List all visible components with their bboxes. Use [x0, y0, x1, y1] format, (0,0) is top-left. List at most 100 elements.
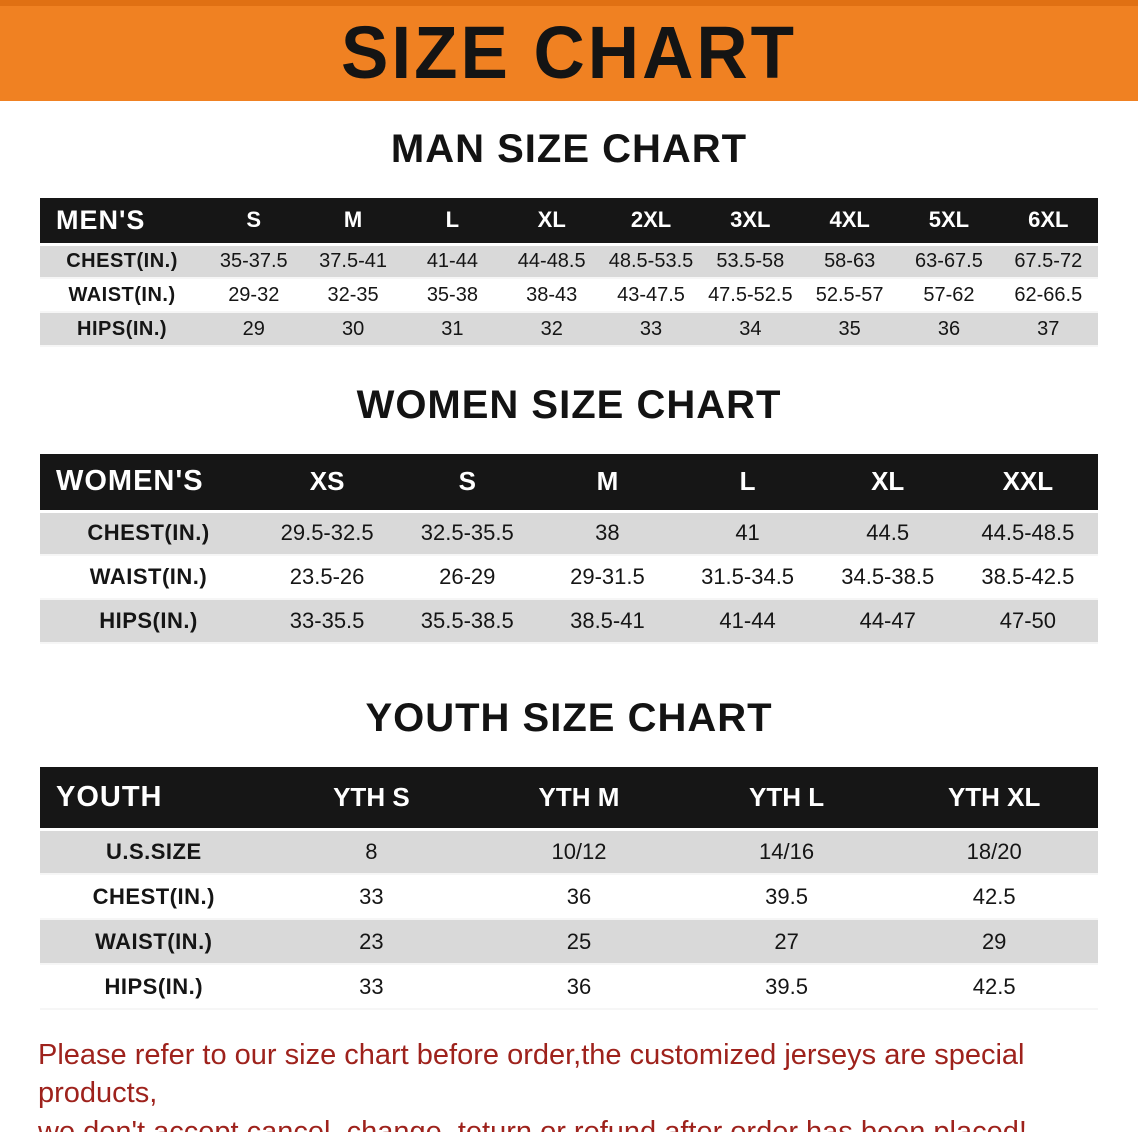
size-column-header: XL: [871, 466, 905, 497]
disclaimer-line-2: we don't accept cancel, change, teturn o…: [38, 1115, 1027, 1132]
measurement-row-label: WAIST(IN.): [95, 928, 213, 954]
measurement-row-label: U.S.SIZE: [105, 838, 202, 864]
measurement-row: CHEST(IN.) 33 36 39.5 42.5: [40, 874, 1098, 919]
page-title: SIZE CHART: [341, 12, 797, 95]
size-column-header: S: [458, 466, 476, 497]
measurement-value: 32: [540, 317, 563, 340]
measurement-value: 33: [639, 317, 663, 340]
measurement-value: 32.5-35.5: [420, 520, 514, 546]
measurement-value: 33-35.5: [289, 608, 365, 633]
measurement-value: 44-47: [859, 608, 916, 633]
measurement-row: CHEST(IN.) 35-37.5 37.5-41 41-44 44-48.5 48.5…: [40, 244, 1098, 278]
table-corner-label: WOMEN'S: [56, 465, 204, 498]
women-table-wrap: WOMEN'S XS S M L XL XXL CHEST(IN.) 29.5-32.5 32.5…: [0, 428, 1138, 644]
size-column-header: 3XL: [730, 207, 771, 233]
size-column-header: 2XL: [630, 207, 672, 233]
men-size-table: MEN'S S M L XL 2XL 3XL 4XL 5XL 6XL CHEST(IN.) 35-37…: [40, 198, 1098, 347]
measurement-value: 42.5: [972, 973, 1016, 999]
size-column-header: YTH L: [749, 781, 825, 812]
measurement-value: 29-31.5: [570, 564, 645, 589]
measurement-row-label: WAIST(IN.): [68, 283, 176, 306]
size-column-header: L: [739, 466, 756, 497]
men-size-chart-section: MAN SIZE CHART MEN'S S M L XL 2XL 3XL 4XL 5XL 6XL…: [0, 101, 1138, 347]
table-corner-label: YOUTH: [56, 780, 163, 813]
measurement-value: 31.5-34.5: [701, 564, 795, 589]
disclaimer-line-1: Please refer to our size chart before or…: [38, 1039, 1025, 1110]
measurement-value: 29: [981, 928, 1007, 954]
measurement-row: WAIST(IN.) 23.5-26 26-29 29-31.5 31.5-34.5 34…: [40, 555, 1098, 599]
measurement-value: 34.5-38.5: [841, 564, 935, 589]
measurement-value: 47-50: [999, 608, 1057, 633]
measurement-value: 57-62: [923, 283, 975, 306]
measurement-value: 33: [359, 883, 384, 909]
measurement-row-label: CHEST(IN.): [87, 520, 210, 546]
table-header-row: YOUTH YTH S YTH M YTH L YTH XL: [40, 767, 1098, 829]
measurement-value: 18/20: [966, 838, 1022, 864]
measurement-value: 38.5-41: [570, 608, 645, 633]
size-column-header: M: [343, 207, 363, 233]
size-column-header: YTH M: [538, 781, 620, 812]
measurement-value: 63-67.5: [915, 249, 983, 272]
measurement-value: 53.5-58: [716, 249, 785, 272]
measurement-value: 29.5-32.5: [280, 520, 374, 546]
measurement-value: 23: [359, 928, 384, 954]
measurement-value: 52.5-57: [815, 283, 884, 306]
measurement-row: U.S.SIZE 8 10/12 14/16 18/20: [40, 829, 1098, 874]
measurement-value: 30: [341, 317, 365, 340]
measurement-value: 36: [566, 973, 592, 999]
measurement-value: 33: [359, 973, 384, 999]
measurement-value: 35-38: [426, 283, 478, 306]
measurement-value: 27: [774, 928, 799, 954]
measurement-value: 25: [566, 928, 592, 954]
measurement-value: 38: [595, 520, 620, 546]
measurement-value: 47.5-52.5: [708, 283, 793, 306]
measurement-value: 42.5: [972, 883, 1016, 909]
measurement-row: WAIST(IN.) 23 25 27 29: [40, 919, 1098, 964]
measurement-value: 35: [838, 317, 861, 340]
women-size-chart-section: WOMEN SIZE CHART WOMEN'S XS S M L XL XXL CHEST(…: [0, 347, 1138, 644]
size-column-header: YTH S: [333, 781, 410, 812]
size-column-header: XS: [309, 466, 345, 497]
measurement-row-label: HIPS(IN.): [104, 973, 204, 999]
table-corner-label: MEN'S: [56, 204, 146, 235]
measurement-value: 43-47.5: [617, 283, 685, 306]
size-column-header: L: [445, 207, 460, 233]
women-section-heading: WOMEN SIZE CHART: [356, 383, 782, 427]
size-column-header: S: [246, 207, 262, 233]
youth-section-heading: YOUTH SIZE CHART: [365, 696, 773, 740]
measurement-value: 8: [365, 838, 378, 864]
size-column-header: YTH XL: [947, 781, 1041, 812]
men-section-heading: MAN SIZE CHART: [390, 127, 748, 171]
measurement-value: 37.5-41: [319, 249, 387, 272]
men-table-wrap: MEN'S S M L XL 2XL 3XL 4XL 5XL 6XL CHEST(IN.) 35-37…: [0, 172, 1138, 347]
size-column-header: 4XL: [829, 207, 870, 233]
measurement-value: 10/12: [551, 838, 607, 864]
order-disclaimer: Please refer to our size chart before or…: [0, 1010, 1138, 1132]
size-column-header: 6XL: [1028, 207, 1069, 233]
measurement-value: 44-48.5: [517, 249, 586, 272]
women-size-table: WOMEN'S XS S M L XL XXL CHEST(IN.) 29.5-32.5 32.5…: [40, 454, 1098, 644]
table-header-row: MEN'S S M L XL 2XL 3XL 4XL 5XL 6XL: [40, 198, 1098, 244]
size-column-header: M: [596, 466, 619, 497]
measurement-value: 38-43: [526, 283, 578, 306]
measurement-row: HIPS(IN.) 33-35.5 35.5-38.5 38.5-41 41-44 44-…: [40, 599, 1098, 643]
measurement-value: 44.5-48.5: [981, 520, 1075, 546]
measurement-value: 26-29: [439, 564, 496, 589]
measurement-value: 35-37.5: [219, 249, 288, 272]
youth-size-chart-section: YOUTH SIZE CHART YOUTH YTH S YTH M YTH L YTH…: [0, 644, 1138, 1010]
measurement-row-label: HIPS(IN.): [99, 608, 198, 633]
size-chart-banner: SIZE CHART: [0, 0, 1138, 101]
size-column-header: 5XL: [928, 207, 970, 233]
measurement-value: 23.5-26: [289, 564, 365, 589]
measurement-value: 32-35: [327, 283, 379, 306]
measurement-row: CHEST(IN.) 29.5-32.5 32.5-35.5 38 41 44.5 44.5…: [40, 511, 1098, 555]
measurement-row-label: CHEST(IN.): [66, 249, 178, 272]
measurement-value: 41: [735, 520, 760, 546]
youth-table-wrap: YOUTH YTH S YTH M YTH L YTH XL U.S.SIZE 8 10/12…: [0, 741, 1138, 1010]
measurement-value: 35.5-38.5: [420, 608, 514, 633]
measurement-value: 37: [1037, 317, 1060, 340]
size-column-header: XXL: [1002, 466, 1054, 497]
measurement-value: 41-44: [426, 249, 478, 272]
measurement-row-label: WAIST(IN.): [89, 564, 208, 589]
